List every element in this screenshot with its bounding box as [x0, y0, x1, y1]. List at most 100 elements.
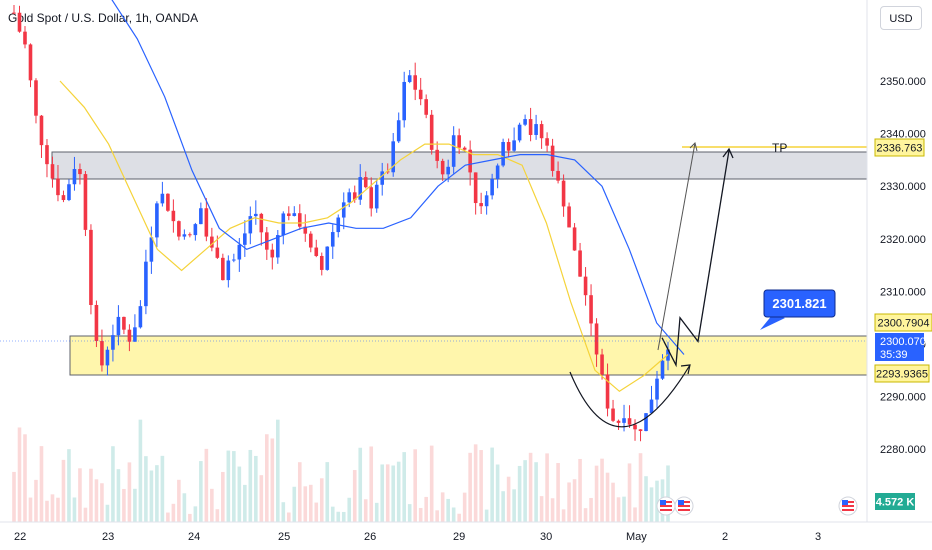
currency-selector[interactable]: USD [880, 6, 922, 30]
candle[interactable] [325, 246, 330, 271]
candle[interactable] [391, 133, 396, 177]
candle[interactable] [133, 314, 137, 342]
candle[interactable] [490, 173, 494, 200]
candle[interactable] [89, 224, 93, 315]
candle[interactable] [292, 206, 297, 217]
candle[interactable] [451, 126, 456, 174]
candle[interactable] [138, 300, 143, 329]
candle[interactable] [204, 198, 209, 242]
candle[interactable] [116, 305, 121, 346]
candle[interactable] [12, 4, 16, 15]
candle[interactable] [561, 174, 566, 217]
candle[interactable] [567, 202, 571, 228]
candle[interactable] [578, 242, 582, 277]
candle[interactable] [479, 192, 483, 215]
candle[interactable] [374, 179, 379, 213]
candle[interactable] [660, 354, 665, 380]
candle[interactable] [23, 26, 27, 49]
price-callout-box[interactable] [763, 289, 836, 318]
candle[interactable] [226, 255, 231, 288]
candle[interactable] [166, 193, 170, 212]
candle[interactable] [545, 132, 549, 152]
candle[interactable] [28, 43, 33, 88]
candle[interactable] [396, 112, 401, 144]
candle[interactable] [314, 239, 319, 258]
candle[interactable] [468, 140, 472, 186]
candle[interactable] [50, 156, 55, 188]
candle[interactable] [572, 223, 577, 251]
candle[interactable] [155, 201, 159, 248]
candle[interactable] [457, 128, 461, 154]
candle[interactable] [413, 62, 417, 101]
candle[interactable] [45, 139, 49, 178]
candle[interactable] [429, 109, 434, 155]
candle[interactable] [622, 404, 626, 432]
support-zone[interactable] [69, 335, 868, 376]
candle[interactable] [221, 253, 225, 281]
candle[interactable] [177, 220, 181, 241]
candle[interactable] [462, 146, 467, 151]
candle[interactable] [517, 122, 522, 143]
candle[interactable] [182, 229, 187, 240]
candle[interactable] [484, 191, 489, 215]
candle[interactable] [501, 138, 505, 168]
candle[interactable] [649, 385, 654, 414]
candle[interactable] [380, 162, 385, 196]
candle[interactable] [583, 267, 588, 306]
candle[interactable] [275, 230, 280, 264]
candle[interactable] [407, 70, 412, 84]
candle[interactable] [319, 252, 324, 276]
candle[interactable] [265, 226, 269, 260]
candle[interactable] [105, 346, 110, 376]
time-axis[interactable]: 22 23 24 25 26 29 30 May 2 3 [14, 531, 821, 543]
candle[interactable] [523, 114, 527, 127]
candle[interactable] [655, 370, 659, 408]
candle[interactable] [594, 318, 599, 367]
candle[interactable] [160, 181, 165, 207]
candle[interactable] [512, 127, 516, 152]
rally-arrow-thin[interactable] [657, 142, 696, 351]
candle[interactable] [440, 158, 445, 181]
candle[interactable] [627, 405, 632, 428]
candle[interactable] [72, 156, 77, 191]
projection-path-arrow[interactable] [661, 150, 730, 368]
candle[interactable] [605, 363, 610, 417]
candle[interactable] [94, 300, 99, 348]
candle[interactable] [100, 329, 104, 372]
candle[interactable] [122, 316, 126, 335]
candle[interactable] [297, 204, 302, 230]
candle[interactable] [600, 348, 604, 380]
candle[interactable] [259, 212, 264, 246]
candle[interactable] [402, 71, 407, 128]
candle[interactable] [144, 249, 148, 315]
candle[interactable] [616, 419, 621, 430]
candle[interactable] [424, 94, 428, 119]
resistance-zone[interactable] [51, 151, 868, 180]
candle[interactable] [243, 220, 247, 257]
candle[interactable] [369, 177, 374, 217]
candle[interactable] [39, 115, 44, 158]
candle[interactable] [506, 138, 511, 158]
candle[interactable] [83, 171, 88, 237]
candle[interactable] [248, 206, 253, 245]
candle[interactable] [34, 78, 38, 124]
candle[interactable] [149, 226, 154, 274]
candle[interactable] [638, 429, 643, 442]
candle[interactable] [286, 206, 291, 221]
candle[interactable] [61, 190, 66, 203]
candle[interactable] [611, 399, 615, 423]
candle[interactable] [385, 163, 390, 175]
candle[interactable] [358, 164, 363, 205]
candle[interactable] [193, 222, 198, 241]
candle[interactable] [534, 114, 538, 140]
candle[interactable] [495, 163, 500, 189]
candle[interactable] [111, 324, 115, 362]
candle[interactable] [127, 324, 132, 352]
candle[interactable] [17, 5, 22, 33]
candle[interactable] [199, 202, 203, 225]
cup-pattern-curve[interactable] [569, 364, 691, 428]
candle[interactable] [644, 413, 648, 432]
candle[interactable] [67, 179, 71, 202]
candle[interactable] [435, 141, 439, 169]
